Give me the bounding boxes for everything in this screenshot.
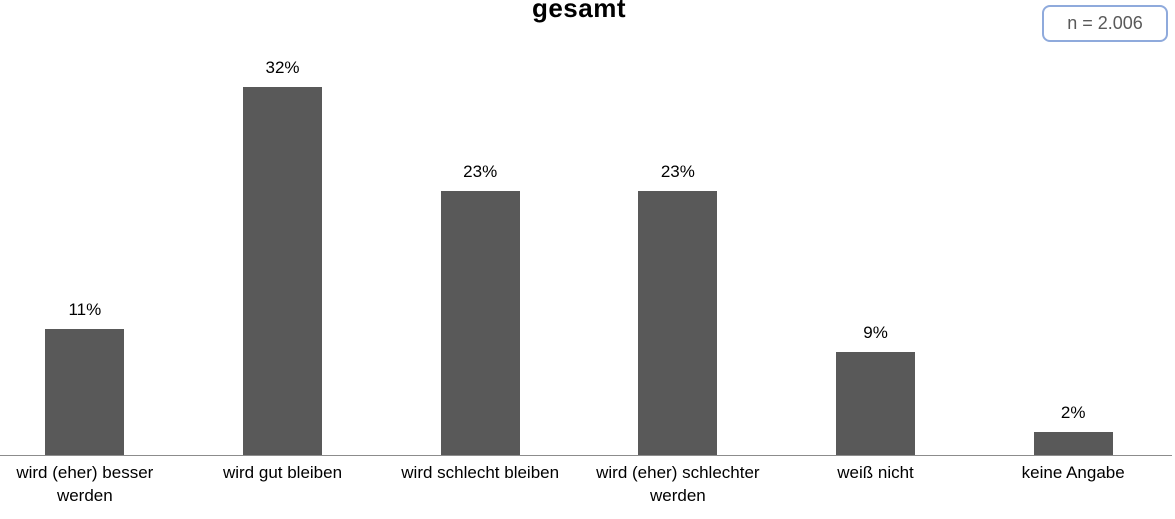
bar (638, 190, 718, 455)
bar-value-label: 9% (863, 322, 888, 342)
bar (1033, 432, 1113, 455)
bar (836, 351, 916, 455)
bar-value-label: 11% (68, 299, 102, 319)
bar-column: 11% (0, 0, 184, 455)
bars-container: 11% 32% 23% 23% 9% 2% (0, 0, 1172, 455)
bar-column: 23% (579, 0, 777, 455)
bar (243, 87, 322, 455)
x-axis-line (0, 455, 1172, 456)
bar (45, 328, 125, 455)
sample-size-label: n = 2.006 (1067, 13, 1143, 33)
category-label: wird gut bleiben (222, 463, 343, 482)
category-label: keine Angabe (1021, 463, 1125, 482)
bar-column: 2% (974, 0, 1172, 455)
bar-value-label: 23% (463, 161, 498, 181)
category-labels: wird (eher) besser werden wird gut bleibe… (0, 461, 1172, 507)
category-label: wird (eher) besser werden (16, 463, 154, 505)
category-label: weiß nicht (837, 463, 914, 482)
bar-column: 9% (777, 0, 975, 455)
bar (440, 190, 520, 455)
bar-value-label: 32% (265, 58, 300, 77)
sample-size-badge: n = 2.006 (1042, 5, 1168, 42)
bar-value-label: 2% (1060, 403, 1086, 422)
bar-value-label: 23% (660, 161, 695, 181)
chart-title: gesamt (531, 0, 627, 23)
bar-column: 23% (381, 0, 579, 455)
category-label: wird (eher) schlechter werden (596, 463, 760, 505)
category-label: wird schlecht bleiben (401, 463, 560, 482)
bar-column: 32% (184, 0, 382, 455)
